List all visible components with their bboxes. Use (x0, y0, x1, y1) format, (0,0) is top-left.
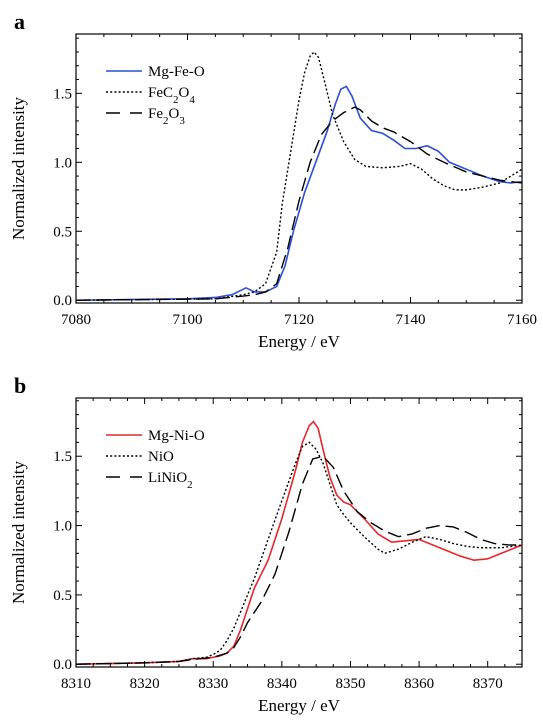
y-tick-label: 0.0 (53, 293, 72, 309)
plot-frame (75, 397, 523, 668)
x-tick-label: 8320 (130, 676, 160, 692)
y-tick-label: 0.5 (53, 588, 72, 604)
legend: Mg-Ni-O NiO LiNiO2 (106, 428, 205, 491)
x-tick-label: 8340 (267, 676, 297, 692)
y-tick-label: 1.5 (53, 86, 72, 102)
x-axis-label: Energy / eV (258, 332, 341, 351)
series-line-linio- (76, 455, 522, 665)
plot-area (76, 420, 522, 666)
x-tick-label: 7160 (507, 312, 537, 328)
y-tick-label: 0.5 (53, 224, 72, 240)
y-tick-label: 0.0 (53, 657, 72, 673)
series-line-fe-o- (76, 106, 522, 301)
y-axis-label: Normalized intensity (9, 460, 28, 604)
y-tick-label: 1.0 (53, 155, 72, 171)
legend-label: NiO (148, 449, 174, 465)
series-line-nio (76, 441, 522, 665)
panel-label: b (14, 373, 26, 398)
series-line-mg-fe-o (76, 85, 522, 302)
legend-label: Mg-Fe-O (148, 64, 205, 80)
series-line-fec-o- (76, 50, 522, 301)
panel-label: a (14, 9, 25, 34)
legend-label: Fe2O3 (148, 106, 185, 127)
y-tick-label: 1.5 (53, 449, 72, 465)
x-tick-label: 8350 (335, 676, 365, 692)
x-tick-label: 8310 (61, 676, 91, 692)
x-axis-label: Energy / eV (258, 696, 341, 715)
x-tick-label: 7140 (396, 312, 426, 328)
panel-a: a 7080 7100 7120 7140 7160 0.0 0.5 1.0 1.5 Energy … (9, 9, 537, 351)
x-tick-label: 7080 (61, 312, 91, 328)
legend-label: FeC2O4 (148, 85, 195, 106)
y-axis-label: Normalized intensity (9, 96, 28, 240)
plot-area (76, 50, 522, 302)
panel-b: b 8310 8320 8330 8340 8350 8360 8370 0.0 0.5 1.0 1.… (9, 373, 523, 715)
x-tick-label: 7100 (173, 312, 203, 328)
series-line-mg-ni-o (76, 420, 522, 666)
x-tick-label: 7120 (284, 312, 314, 328)
y-tick-label: 1.0 (53, 519, 72, 535)
x-tick-label: 8370 (473, 676, 503, 692)
legend-label: LiNiO2 (148, 470, 193, 491)
x-tick-label: 8360 (404, 676, 434, 692)
plot-frame (75, 33, 523, 304)
x-tick-label: 8330 (198, 676, 228, 692)
legend-label: Mg-Ni-O (148, 428, 205, 444)
